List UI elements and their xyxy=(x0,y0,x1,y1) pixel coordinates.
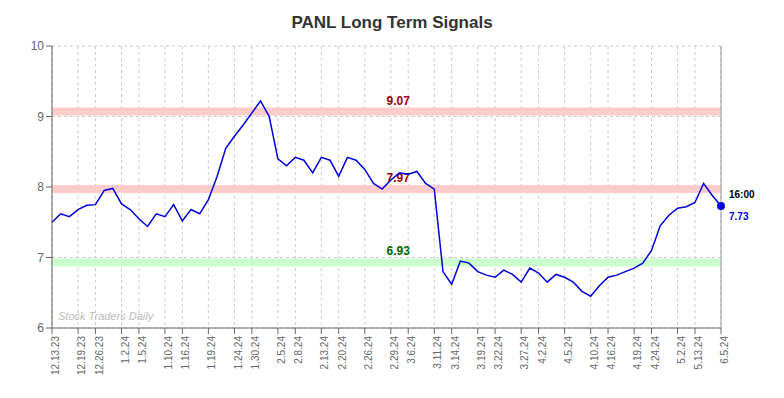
svg-text:10: 10 xyxy=(31,39,45,53)
svg-text:4.24.24: 4.24.24 xyxy=(650,336,661,370)
svg-text:5.2.24: 5.2.24 xyxy=(676,336,687,364)
svg-text:12.26.23: 12.26.23 xyxy=(94,336,105,375)
svg-text:1.16.24: 1.16.24 xyxy=(180,336,191,370)
svg-text:7.73: 7.73 xyxy=(729,211,749,222)
svg-text:1.10.24: 1.10.24 xyxy=(163,336,174,370)
svg-text:1.24.24: 1.24.24 xyxy=(233,336,244,370)
svg-text:16:00: 16:00 xyxy=(729,189,755,200)
svg-text:2.20.24: 2.20.24 xyxy=(337,336,348,370)
svg-text:12.19.23: 12.19.23 xyxy=(76,336,87,375)
svg-text:5.13.24: 5.13.24 xyxy=(693,336,704,370)
svg-text:7.97: 7.97 xyxy=(386,171,410,186)
svg-text:1.19.24: 1.19.24 xyxy=(206,336,217,370)
svg-text:9: 9 xyxy=(37,110,44,124)
svg-text:1.30.24: 1.30.24 xyxy=(250,336,261,370)
svg-text:Stock Traders Daily: Stock Traders Daily xyxy=(58,310,155,322)
svg-text:3.14.24: 3.14.24 xyxy=(450,336,461,370)
svg-text:4.2.24: 4.2.24 xyxy=(537,336,548,364)
svg-text:8: 8 xyxy=(37,180,44,194)
svg-text:4.16.24: 4.16.24 xyxy=(606,336,617,370)
svg-text:2.26.24: 2.26.24 xyxy=(363,336,374,370)
svg-text:3.19.24: 3.19.24 xyxy=(476,336,487,370)
svg-text:2.8.24: 2.8.24 xyxy=(293,336,304,364)
svg-text:6: 6 xyxy=(37,321,44,335)
svg-text:3.22.24: 3.22.24 xyxy=(493,336,504,370)
svg-text:3.11.24: 3.11.24 xyxy=(432,336,443,369)
svg-text:2.5.24: 2.5.24 xyxy=(276,336,287,364)
svg-text:2.13.24: 2.13.24 xyxy=(319,336,330,370)
svg-text:12.13.23: 12.13.23 xyxy=(50,336,61,375)
svg-text:6.5.24: 6.5.24 xyxy=(719,336,730,364)
svg-text:1.2.24: 1.2.24 xyxy=(120,336,131,364)
svg-text:3.6.24: 3.6.24 xyxy=(406,336,417,364)
svg-text:1.5.24: 1.5.24 xyxy=(137,336,148,364)
svg-text:9.07: 9.07 xyxy=(387,94,411,108)
svg-text:4.10.24: 4.10.24 xyxy=(589,336,600,370)
svg-text:2.29.24: 2.29.24 xyxy=(389,336,400,370)
svg-text:3.27.24: 3.27.24 xyxy=(519,336,530,370)
svg-text:6.93: 6.93 xyxy=(387,244,411,258)
svg-text:7: 7 xyxy=(37,251,44,265)
svg-text:4.19.24: 4.19.24 xyxy=(632,336,643,370)
html-text:PANL Long Term Signals: PANL Long Term Signals xyxy=(291,13,493,32)
svg-text:4.5.24: 4.5.24 xyxy=(563,336,574,364)
